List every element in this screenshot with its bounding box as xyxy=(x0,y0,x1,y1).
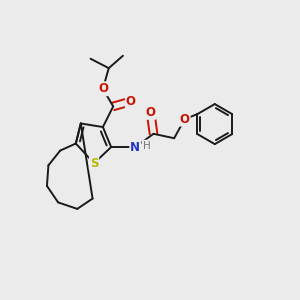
Text: O: O xyxy=(98,82,108,95)
Text: O: O xyxy=(126,95,136,108)
Text: S: S xyxy=(90,157,98,170)
Text: O: O xyxy=(180,112,190,126)
Text: N: N xyxy=(130,141,140,154)
Text: H: H xyxy=(142,141,150,151)
Text: O: O xyxy=(146,106,156,119)
